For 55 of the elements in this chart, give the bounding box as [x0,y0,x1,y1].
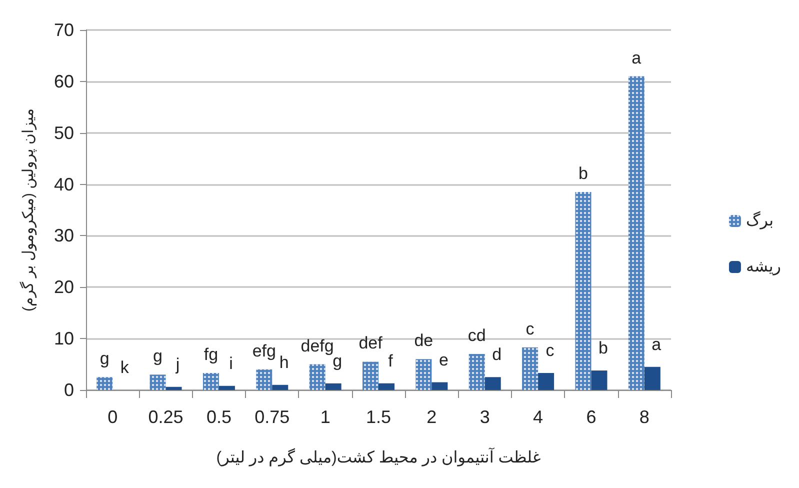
bar [432,382,448,390]
y-tick-label: 60 [54,71,74,92]
bar [484,377,501,390]
x-tick-label: 0 [108,407,118,427]
data-label: d [492,345,502,364]
bar [591,370,608,390]
y-tick-label: 40 [54,174,74,194]
data-label: b [578,164,588,183]
data-label: fg [204,345,218,364]
data-label: e [438,350,448,370]
data-label: efg [252,341,276,360]
bar [166,386,182,390]
y-tick-label: 20 [54,277,74,298]
x-axis-title: غلظت آنتیموان در محیط کشت(میلی گرم در لیتر) [216,446,541,466]
data-label: de [414,331,434,350]
data-label: a [652,334,662,354]
x-tick-label: 2 [426,407,437,427]
y-axis-title: میزان پرولین (میکرومول بر گرم) [19,108,37,312]
y-tick-label: 0 [64,380,74,400]
y-tick-label: 70 [54,20,74,40]
bar [644,366,660,390]
bar [218,386,235,390]
x-tick-label: 3 [480,407,490,427]
data-label: k [120,358,130,377]
data-label: g [100,349,110,368]
data-label: b [598,338,608,358]
x-tick-label: 1 [320,407,330,427]
y-tick-label: 30 [54,226,74,246]
bar [325,383,342,390]
y-tick-label: 50 [54,122,74,143]
data-label: i [229,354,233,373]
data-label: f [388,351,394,370]
bar [538,373,554,390]
x-tick-label: 0.25 [148,407,184,427]
legend-label: برگ [746,210,774,230]
data-label: a [632,48,642,68]
data-label: c [546,341,555,360]
data-label: g [332,351,342,370]
x-tick-label: 8 [639,407,650,427]
data-label: h [279,352,289,372]
x-tick-label: 0.5 [206,407,232,427]
legend-label: ریشه [746,258,781,276]
data-label: cd [468,326,486,345]
x-tick-label: 4 [533,407,544,427]
x-tick-label: 6 [586,407,596,427]
x-tick-label: 1.5 [366,407,392,427]
bar [378,383,394,390]
bar [272,384,288,390]
data-label: defg [300,336,334,356]
data-label: j [174,354,180,374]
y-tick-label: 10 [54,328,74,349]
x-tick-label: 0.75 [254,407,290,427]
data-label: c [526,319,535,338]
data-label: def [358,334,383,353]
data-label: g [153,346,163,366]
